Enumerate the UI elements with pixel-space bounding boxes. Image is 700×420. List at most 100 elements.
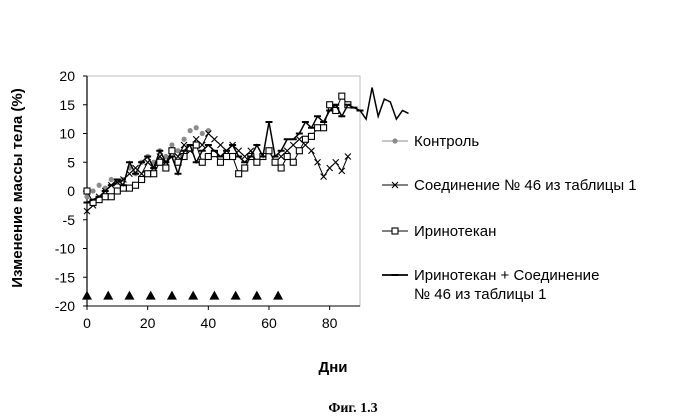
treatment-triangle — [124, 290, 135, 300]
legend-swatch-marker — [392, 138, 398, 144]
series-2-point — [83, 207, 91, 215]
y-tick-label: 5 — [67, 154, 75, 170]
series-2-point — [338, 167, 346, 175]
series-3-point — [265, 147, 273, 155]
x-tick-label: 60 — [261, 315, 277, 331]
series-2-point — [308, 147, 315, 155]
y-axis-title: Изменение массы тела (%) — [9, 88, 26, 287]
series-2-point — [241, 153, 249, 160]
series-layer — [83, 87, 409, 215]
series-3-point — [216, 158, 225, 166]
series-3-point — [295, 147, 303, 155]
series-3-point — [150, 170, 158, 178]
series-3-point — [253, 158, 261, 166]
series-3-point — [101, 193, 109, 201]
series-1-point — [90, 188, 96, 194]
treatment-triangle — [230, 290, 241, 300]
series-3-point — [168, 147, 176, 155]
series-2-point — [326, 164, 334, 172]
treatment-triangle — [145, 290, 156, 300]
series-2-point — [198, 141, 206, 149]
legend-item-3: Иринотекан — [382, 223, 496, 240]
series-3-point — [83, 187, 91, 195]
series-3-point — [198, 158, 206, 166]
series-3-point — [320, 124, 328, 132]
series-3-point — [235, 170, 243, 178]
axes: 20 15 10 5 0 -5 -10 -15 -20 0 20 40 60 80 — [55, 68, 360, 331]
y-tick-label: 0 — [67, 183, 75, 199]
series-2-point — [344, 153, 352, 160]
series-3-point — [125, 184, 134, 192]
y-tick-label: -10 — [55, 241, 75, 257]
series-3-point — [326, 101, 334, 109]
series-1-point — [169, 142, 175, 148]
series-1-point — [96, 182, 102, 188]
series-2-point — [217, 141, 224, 149]
series-2-point — [180, 141, 188, 149]
series-2-point — [138, 170, 145, 178]
treatment-triangle — [166, 290, 177, 300]
legend-swatch-marker — [391, 227, 399, 235]
series-2-point — [295, 135, 303, 143]
y-tick-label: -5 — [63, 212, 76, 228]
treatment-triangle — [273, 290, 284, 300]
treatment-triangle — [188, 290, 199, 300]
series-3-point — [113, 187, 121, 195]
x-axis-title: Дни — [319, 359, 348, 376]
series-3-point — [144, 170, 152, 178]
legend: Контроль Соединение № 46 из таблицы 1 Ирин… — [382, 133, 637, 303]
treatment-triangle — [251, 290, 262, 300]
series-4 — [83, 87, 409, 204]
series-1-point — [187, 128, 193, 134]
series-3-point — [338, 92, 346, 100]
series-3-point — [229, 152, 237, 161]
series-2-point — [277, 153, 285, 160]
series-2-point — [289, 141, 297, 149]
x-tick-label: 20 — [140, 315, 156, 331]
series-3-point — [313, 124, 322, 132]
legend-swatch-marker — [391, 181, 399, 189]
series-1-point — [199, 130, 205, 137]
y-tick-label: 10 — [59, 126, 75, 142]
legend-item-1: Контроль — [382, 133, 479, 150]
series-2-point — [283, 147, 291, 155]
series-3-point — [277, 164, 285, 172]
legend-label: № 46 из таблицы 1 — [414, 286, 547, 303]
series-3-point — [162, 164, 170, 172]
legend-label: Иринотекан — [414, 223, 496, 240]
series-3-point — [156, 158, 164, 166]
series-1-point — [175, 148, 181, 154]
x-tick-label: 0 — [83, 315, 91, 331]
legend-label: Соединение № 46 из таблицы 1 — [414, 177, 637, 194]
series-3-point — [289, 158, 297, 166]
series-3-point — [138, 175, 146, 184]
series-2-point — [211, 135, 218, 143]
series-3-point — [222, 152, 231, 161]
series-3-point — [107, 193, 115, 201]
series-2-point — [192, 135, 200, 143]
series-3-point — [131, 181, 140, 189]
treatment-markers — [82, 290, 284, 300]
series-3-point — [192, 141, 200, 149]
series-1-point — [84, 194, 90, 200]
series-3 — [83, 92, 352, 207]
series-2-point — [332, 158, 340, 166]
y-tick-label: 20 — [59, 68, 75, 84]
series-1-point — [193, 125, 199, 131]
y-tick-label: -20 — [55, 298, 75, 314]
series-2-point — [314, 158, 321, 166]
treatment-triangle — [103, 290, 114, 300]
series-2 — [83, 130, 352, 215]
series-1-point — [108, 176, 114, 183]
x-tick-label: 80 — [322, 315, 338, 331]
y-tick-label: 15 — [59, 97, 75, 113]
treatment-triangle — [82, 290, 92, 300]
series-2-point — [320, 173, 327, 181]
series-3-point — [241, 164, 249, 172]
legend-label: Контроль — [414, 133, 479, 150]
series-2-point — [204, 130, 212, 137]
series-3-point — [283, 152, 291, 161]
series-1-point — [163, 153, 169, 160]
legend-item-4: Иринотекан + Соединение № 46 из таблицы 1 — [382, 267, 599, 303]
